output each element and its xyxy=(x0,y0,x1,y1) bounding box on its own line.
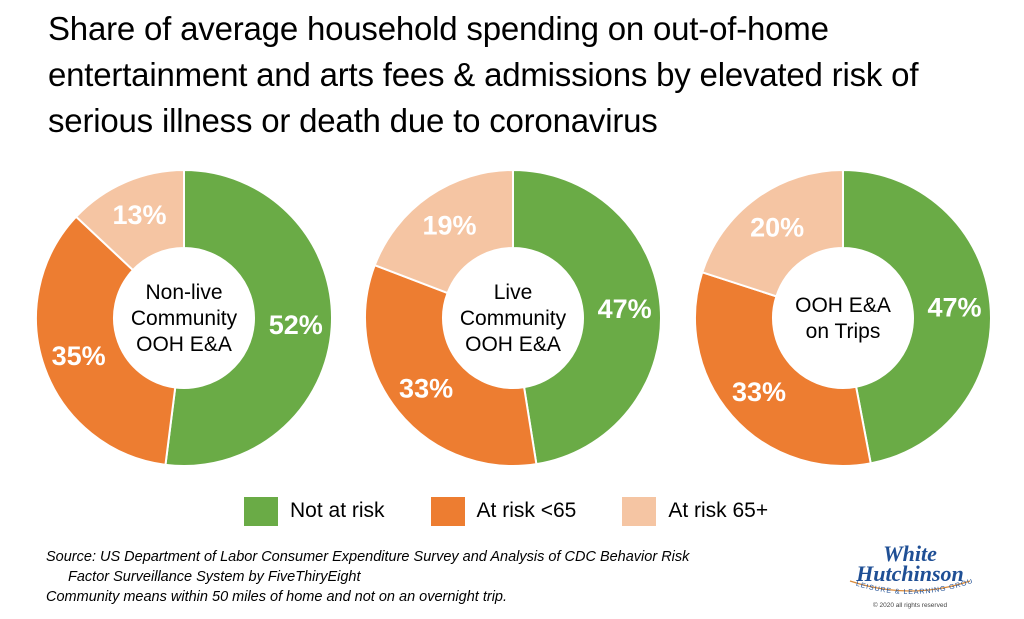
donut-chart-3: 47% 33% 20% OOH E&A on Trips xyxy=(694,168,992,467)
slice-value-label: 20% xyxy=(750,212,804,242)
legend-item-at-risk-under-65: At risk <65 xyxy=(430,496,577,526)
donut-slice-not-at-risk xyxy=(842,168,992,465)
center-label-line: Community xyxy=(131,307,238,330)
donut-chart-1: 52% 35% 13% Non-live Community OOH E&A xyxy=(35,168,333,467)
center-label-line: OOH E&A xyxy=(795,294,891,317)
donut-slice-not-at-risk xyxy=(164,168,333,467)
footnote-line-1: Source: US Department of Labor Consumer … xyxy=(46,549,690,565)
legend-item-not-at-risk: Not at risk xyxy=(244,496,385,526)
center-label-line: OOH E&A xyxy=(465,333,561,356)
donut-slice-not-at-risk xyxy=(512,168,662,466)
logo-line-1: White xyxy=(883,541,937,566)
logo-swoosh: LEISURE & LEARNING GROUP xyxy=(840,579,974,596)
center-label-line: Community xyxy=(460,307,567,330)
slice-value-label: 19% xyxy=(422,211,476,241)
source-footnote: Source: US Department of Labor Consumer … xyxy=(46,547,806,607)
center-label-line: Non-live xyxy=(145,281,222,304)
center-label-line: on Trips xyxy=(806,320,881,343)
legend-swatch-not-at-risk xyxy=(244,496,278,526)
chart-title: Share of average household spending on o… xyxy=(48,10,919,139)
svg-text:LEISURE & LEARNING GROUP: LEISURE & LEARNING GROUP xyxy=(840,579,974,596)
legend: Not at risk At risk <65 At risk 65+ xyxy=(244,493,814,529)
footnote-line-2: Factor Surveillance System by FiveThiryE… xyxy=(68,569,361,585)
logo-copyright: © 2020 all rights reserved xyxy=(872,602,948,609)
logo-tagline: LEISURE & LEARNING GROUP xyxy=(840,579,973,596)
slice-value-label: 47% xyxy=(598,294,652,324)
slice-value-label: 47% xyxy=(927,292,981,322)
legend-label: Not at risk xyxy=(290,499,385,522)
donut-slice-at-risk-under-65 xyxy=(35,215,177,466)
white-hutchinson-logo: White Hutchinson LEISURE & LEARNING GROU… xyxy=(840,541,980,613)
donut-slice-at-risk-65-plus xyxy=(700,168,844,298)
footnote-line-3: Community means within 50 miles of home … xyxy=(46,589,508,605)
legend-item-at-risk-65-plus: At risk 65+ xyxy=(622,496,769,526)
legend-label: At risk 65+ xyxy=(668,499,769,522)
slice-value-label: 33% xyxy=(399,374,453,404)
donut-slice-at-risk-under-65 xyxy=(364,263,538,467)
slice-value-label: 35% xyxy=(52,341,106,371)
legend-swatch-at-risk-65-plus xyxy=(622,496,657,526)
donut-slice-at-risk-65-plus xyxy=(74,168,185,272)
legend-swatch-at-risk-under-65 xyxy=(430,496,465,526)
donut-chart-2: 47% 33% 19% Live Community OOH E&A xyxy=(364,168,662,467)
donut-slice-at-risk-65-plus xyxy=(373,168,514,295)
center-label-line: Live xyxy=(494,281,533,304)
donut-slice-at-risk-under-65 xyxy=(694,271,872,467)
slice-value-label: 13% xyxy=(112,200,166,230)
slice-value-label: 52% xyxy=(269,310,323,340)
logo-line-2: Hutchinson xyxy=(856,561,964,586)
legend-label: At risk <65 xyxy=(476,499,577,522)
center-label-line: OOH E&A xyxy=(136,333,232,356)
slice-value-label: 33% xyxy=(732,377,786,407)
